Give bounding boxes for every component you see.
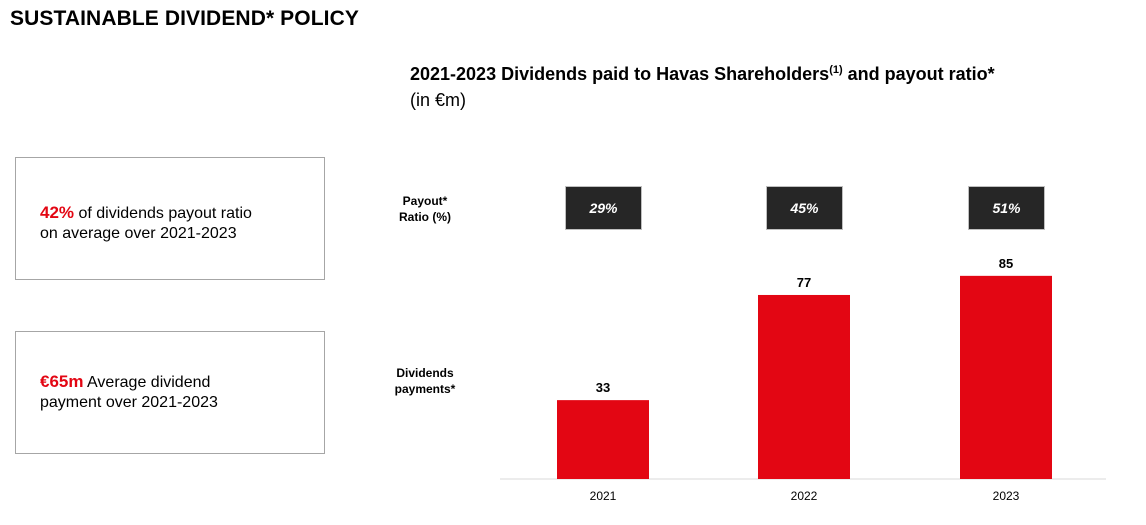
payout-label-line2: Ratio (%) [399, 210, 451, 224]
bar-2023 [960, 275, 1052, 479]
dividends-label-line1: Dividends [396, 366, 454, 380]
chart-title-main: 2021-2023 Dividends paid to Havas Shareh… [410, 64, 830, 84]
page-title: SUSTAINABLE DIVIDEND* POLICY [10, 7, 359, 30]
x-tick-label-2023: 2023 [993, 489, 1020, 503]
chart-title: 2021-2023 Dividends paid to Havas Shareh… [410, 64, 995, 85]
kpi-dividend-payment-box: €65m Average dividend payment over 2021-… [15, 331, 325, 454]
chart-subtitle: (in €m) [410, 90, 467, 110]
data-label-2022: 77 [797, 275, 811, 290]
bar-2022 [758, 294, 850, 479]
chart-title-footnote: (1) [829, 64, 843, 76]
payout-ratio-2021: 29% [565, 186, 642, 230]
kpi-payout-ratio-line1: of dividends payout ratio [74, 205, 252, 222]
data-label-2021: 33 [596, 380, 610, 395]
chart-title-suffix: and payout ratio* [842, 64, 995, 84]
kpi-payout-ratio-value: 42% [40, 203, 75, 222]
payout-ratio-2023: 51% [968, 186, 1045, 230]
kpi-dividend-payment-line2: payment over 2021-2023 [40, 394, 218, 411]
x-tick-label-2021: 2021 [590, 489, 617, 503]
kpi-dividend-payment-text: €65m Average dividend payment over 2021-… [40, 372, 218, 413]
kpi-payout-ratio-text: 42% of dividends payout ratio on average… [40, 203, 252, 244]
data-label-2023: 85 [999, 256, 1013, 271]
dividends-row-label: Dividends payments* [370, 365, 480, 397]
payout-label-line1: Payout* [402, 194, 448, 208]
x-tick-label-2022: 2022 [791, 489, 818, 503]
kpi-dividend-payment-line1: Average dividend [83, 374, 211, 391]
kpi-payout-ratio-line2: on average over 2021-2023 [40, 225, 237, 242]
payout-ratio-row-label: Payout* Ratio (%) [370, 193, 480, 225]
kpi-dividend-payment-value: €65m [40, 372, 84, 391]
payout-ratio-2022: 45% [766, 186, 843, 230]
dividends-label-line2: payments* [394, 382, 456, 396]
bar-2021 [557, 400, 649, 479]
kpi-payout-ratio-box: 42% of dividends payout ratio on average… [15, 157, 325, 280]
